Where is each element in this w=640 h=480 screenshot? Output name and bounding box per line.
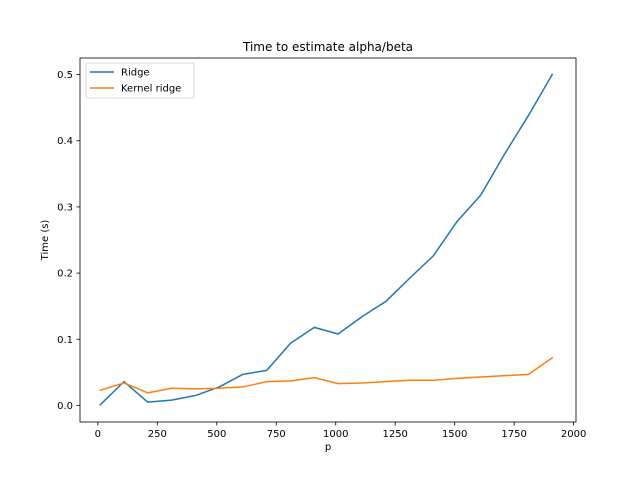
series-line-ridge bbox=[99, 73, 554, 406]
x-tick-label: 1000 bbox=[323, 429, 348, 440]
x-tick-label: 1500 bbox=[442, 429, 467, 440]
legend-label-ridge: Ridge bbox=[121, 68, 150, 79]
series-line-kernel-ridge bbox=[99, 356, 554, 394]
y-tick-label: 0.4 bbox=[57, 136, 73, 147]
y-tick-label: 0.0 bbox=[57, 401, 73, 412]
x-axis-label: p bbox=[325, 442, 331, 453]
x-tick-label: 1750 bbox=[501, 429, 526, 440]
y-tick-label: 0.2 bbox=[57, 269, 73, 280]
plot-frame bbox=[79, 57, 577, 423]
x-tick-label: 500 bbox=[207, 429, 226, 440]
x-tick-label: 750 bbox=[267, 429, 286, 440]
x-tick-label: 1250 bbox=[382, 429, 407, 440]
legend: Ridge Kernel ridge bbox=[85, 62, 195, 99]
x-tick-label: 250 bbox=[148, 429, 167, 440]
x-tick-label: 2000 bbox=[561, 429, 586, 440]
y-tick-label: 0.1 bbox=[57, 335, 73, 346]
chart-title: Time to estimate alpha/beta bbox=[242, 40, 413, 54]
x-tick-label: 0 bbox=[95, 429, 101, 440]
y-axis-label: Time (s) bbox=[40, 220, 51, 262]
y-tick-label: 0.3 bbox=[57, 202, 73, 213]
y-tick-label: 0.5 bbox=[57, 70, 73, 81]
legend-label-kernel-ridge: Kernel ridge bbox=[121, 84, 181, 95]
